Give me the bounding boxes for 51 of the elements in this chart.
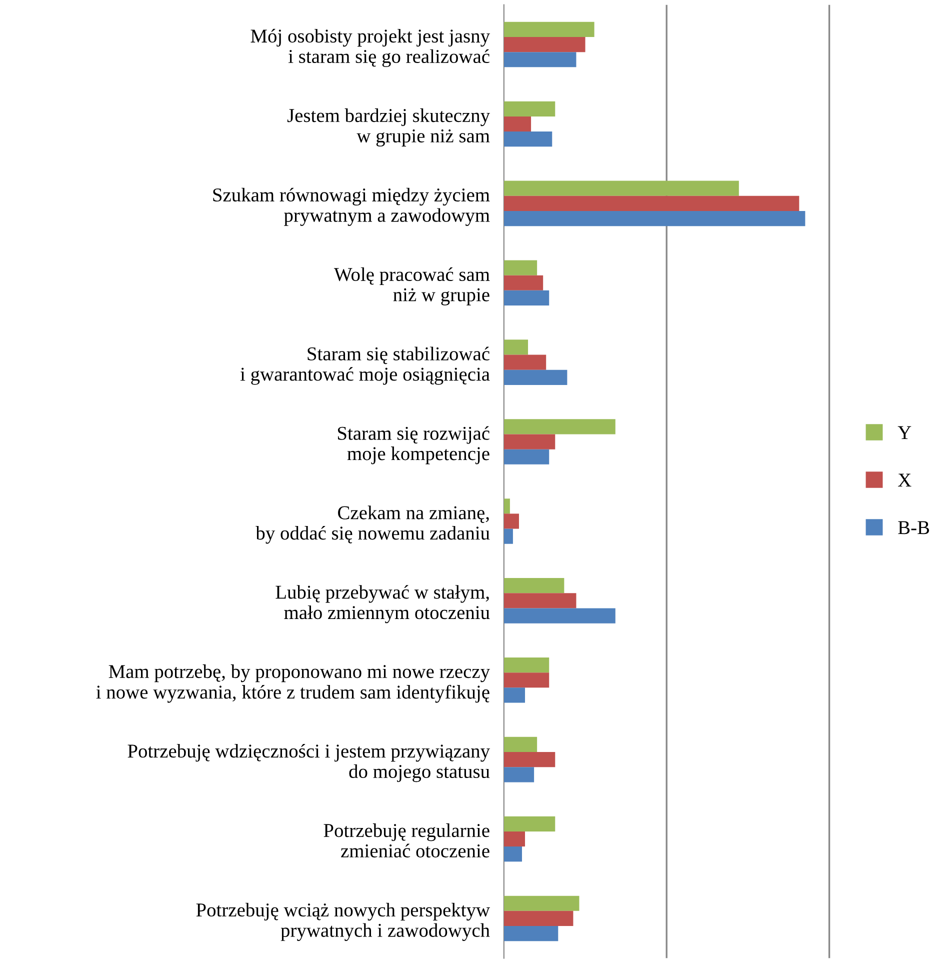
bar	[504, 578, 564, 594]
bar	[504, 52, 576, 68]
y-tick-label: Mój osobisty projekt jest jasny i staram się go realizować	[250, 28, 490, 68]
bar	[504, 672, 550, 688]
y-tick-label: Potrzebuję wdzięczności i jestem przywiązany do mojego statusu	[128, 744, 490, 782]
legend-label: B-B	[898, 521, 930, 534]
bar	[504, 116, 532, 132]
legend-label: X	[898, 474, 912, 487]
bar	[504, 608, 616, 624]
bar	[504, 354, 546, 370]
bar	[504, 180, 739, 196]
legend-label: Y	[898, 426, 912, 440]
bar	[504, 514, 519, 529]
bar	[504, 260, 538, 276]
bar	[504, 275, 544, 290]
y-tick-label: Staram się rozwijać moje kompetencje	[338, 426, 490, 464]
bar	[504, 101, 556, 116]
y-tick-label: Mam potrzebę, by proponowano mi nowe rzeczy i nowe wyzwania, które z trudem sam identyfikuję	[96, 664, 490, 703]
bar	[504, 767, 534, 782]
bar	[504, 36, 586, 52]
bar	[504, 688, 526, 703]
bar	[504, 132, 552, 147]
y-tick-label: Jestem bardziej skuteczny w grupie niż sam	[287, 108, 490, 146]
y-tick-label: Staram się stabilizować i gwarantować moje osiągnięcia	[240, 346, 490, 385]
bar	[504, 22, 594, 37]
bar	[504, 657, 550, 673]
y-tick-label: Lubię przebywać w stałym, mało zmiennym otoczeniu	[276, 585, 490, 624]
bar	[504, 736, 538, 752]
y-tick-label: Szukam równowagi między życiem prywatnym a zawodowym	[213, 188, 490, 226]
bar	[504, 290, 550, 306]
bar	[504, 846, 522, 862]
bar	[504, 196, 800, 211]
bar	[504, 340, 528, 355]
bar	[504, 910, 574, 926]
y-tick-label: Potrzebuję regularnie zmieniać otoczenie	[324, 823, 490, 858]
y-tick-label: Potrzebuję wciąż nowych perspektyw prywatnych i zawodowych	[196, 902, 490, 941]
bar	[504, 926, 558, 942]
bar	[504, 816, 556, 832]
bar	[504, 593, 576, 608]
bar	[504, 831, 526, 847]
bar	[504, 370, 568, 385]
bar	[504, 498, 510, 514]
y-tick-label: Wolę pracować sam niż w grupie	[334, 267, 490, 306]
y-tick-label: Czekam na zmianę, by oddać się nowemu zadaniu	[256, 506, 490, 544]
bar	[504, 752, 556, 768]
bar	[504, 419, 616, 434]
bar	[504, 528, 513, 544]
bar	[504, 449, 550, 464]
bar	[504, 210, 806, 226]
bar	[504, 896, 580, 911]
bar	[504, 434, 556, 450]
